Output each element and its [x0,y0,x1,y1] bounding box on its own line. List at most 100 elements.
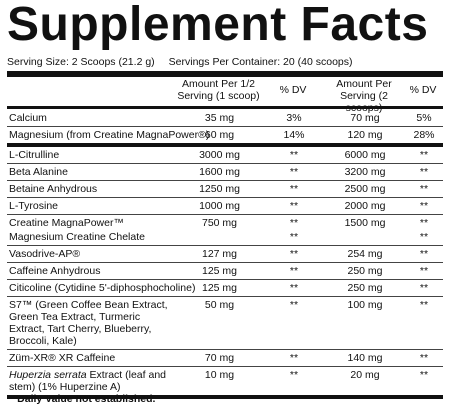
table-row: Citicoline (Cytidine 5'-diphosphocholine… [7,280,443,297]
amount-full: 254 mg [347,248,383,260]
dv-half: ** [289,200,299,212]
dv-half: ** [289,352,299,364]
amount-full: 20 mg [350,369,380,381]
amount-full: 250 mg [347,265,383,277]
dv-half: ** [289,166,299,178]
table-row: S7™ (Green Coffee Bean Extract, Green Te… [7,297,443,350]
dv-half: ** [289,248,299,260]
amount-half: 125 mg [201,282,238,294]
header-amount-half-line2: Serving (1 scoop) [177,90,260,102]
table-row: Magnesium (from Creatine MagnaPower®) 60… [7,127,443,147]
table-row: Vasodrive-AP® 127 mg ** 254 mg ** [7,246,443,263]
amount-half: 35 mg [204,112,235,124]
table-row: L-Citrulline 3000 mg ** 6000 mg ** [7,147,443,164]
ingredient-name: Citicoline (Cytidine 5'-diphosphocholine… [9,282,196,294]
ingredient-name: L-Citrulline [9,149,60,161]
ingredient-name: L-Tyrosine [9,200,59,212]
dv-full: ** [419,149,429,161]
amount-half: 1600 mg [199,166,240,178]
serving-info: Serving Size: 2 Scoops (21.2 g) Servings … [7,56,353,68]
dv-half: ** [289,299,299,311]
ingredient-name: Züm-XR® XR Caffeine [9,352,116,364]
amount-full: 1500 mg [344,217,386,229]
amount-half: 50 mg [204,299,235,311]
amount-full: 2500 mg [344,183,386,195]
dv-full: 28% [413,129,435,141]
dv-full: ** [419,200,429,212]
serving-size: Serving Size: 2 Scoops (21.2 g) [7,56,155,68]
amount-full: 250 mg [347,282,383,294]
ingredient-name-italic: Huperzia serrata [9,369,87,381]
table-row: Creatine MagnaPower™ 750 mg ** 1500 mg *… [7,215,443,229]
header-amount-half: Amount Per 1/2 Serving (1 scoop) [171,78,266,102]
dv-half: ** [289,149,299,161]
dv-half: ** [289,369,299,381]
table-row: Caffeine Anhydrous 125 mg ** 250 mg ** [7,263,443,280]
dv-full: ** [419,282,429,294]
header-amount-half-line1: Amount Per 1/2 [182,78,255,90]
ingredient-name: Beta Alanine [9,166,68,178]
ingredient-name: Magnesium Creatine Chelate [9,231,145,243]
header-amount-full: Amount Per Serving (2 scoops) [324,78,404,114]
amount-full: 140 mg [347,352,383,364]
table-row: Magnesium Creatine Chelate ** ** [7,229,443,246]
ingredient-name: Creatine MagnaPower™ [9,217,124,229]
amount-half: 3000 mg [199,149,240,161]
ingredient-name: Vasodrive-AP® [9,248,81,260]
ingredient-name: Caffeine Anhydrous [9,265,101,277]
dv-full: ** [419,231,429,243]
amount-half: 60 mg [204,129,235,141]
table-row: Calcium 35 mg 3% 70 mg 5% [7,110,443,127]
dv-full: ** [419,183,429,195]
amount-half: 125 mg [201,265,238,277]
panel-title: Supplement Facts [7,0,429,51]
dv-half: 14% [283,129,305,141]
dv-full: 5% [416,112,432,124]
amount-full: 70 mg [350,112,380,124]
dv-half: ** [289,183,299,195]
dv-half: ** [289,265,299,277]
dv-full: ** [419,299,429,311]
ingredient-name-rest: Extract (leaf and stem) (1% Huperzine A) [9,369,166,393]
ingredient-name: S7™ (Green Coffee Bean Extract, Green Te… [9,299,168,347]
dv-half: ** [289,282,299,294]
header-amount-full-line1: Amount Per [336,78,392,90]
header-dv-full: % DV [409,84,437,96]
thick-divider [7,71,443,77]
facts-table: Calcium 35 mg 3% 70 mg 5% Magnesium (fro… [7,110,443,399]
amount-half: 70 mg [204,352,235,364]
header-dv-half: % DV [279,84,307,96]
dv-half: 3% [286,112,302,124]
ingredient-name: Betaine Anhydrous [9,183,98,195]
dv-full: ** [419,265,429,277]
amount-half: 127 mg [201,248,238,260]
amount-half: 1250 mg [199,183,240,195]
header-divider [7,106,443,109]
table-row: Züm-XR® XR Caffeine 70 mg ** 140 mg ** [7,350,443,367]
amount-full: 100 mg [347,299,383,311]
nutrient-name: Calcium [9,112,47,124]
table-row: L-Tyrosine 1000 mg ** 2000 mg ** [7,198,443,215]
dv-full: ** [419,248,429,260]
footnote: **Daily Value not established. [9,393,156,405]
ingredient-name: Huperzia serrata Extract (leaf and stem)… [7,369,171,393]
nutrient-name: Magnesium (from Creatine MagnaPower®) [9,129,210,141]
table-row: Huperzia serrata Extract (leaf and stem)… [7,367,443,399]
supplement-facts-panel: Supplement Facts Serving Size: 2 Scoops … [3,0,447,408]
dv-half: ** [289,217,299,229]
dv-full: ** [419,352,429,364]
dv-full: ** [419,217,429,229]
table-row: Betaine Anhydrous 1250 mg ** 2500 mg ** [7,181,443,198]
amount-half: 750 mg [201,217,238,229]
amount-full: 6000 mg [344,149,386,161]
amount-full: 3200 mg [344,166,386,178]
dv-full: ** [419,166,429,178]
dv-full: ** [419,369,429,381]
dv-half: ** [289,231,299,243]
table-row: Beta Alanine 1600 mg ** 3200 mg ** [7,164,443,181]
amount-half: 10 mg [204,369,235,381]
amount-full: 2000 mg [344,200,386,212]
amount-half: 1000 mg [199,200,240,212]
servings-per-container: Servings Per Container: 20 (40 scoops) [168,56,353,68]
amount-full: 120 mg [347,129,383,141]
